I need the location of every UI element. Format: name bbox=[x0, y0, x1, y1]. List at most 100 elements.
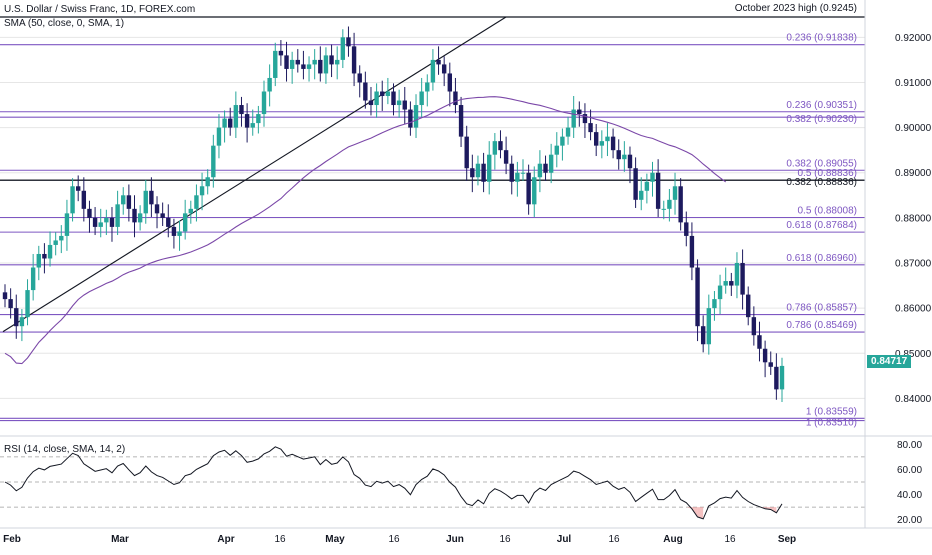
candle-body bbox=[526, 172, 531, 205]
candle-body bbox=[205, 177, 210, 187]
candle-body bbox=[289, 59, 295, 69]
rsi-line bbox=[4, 446, 783, 520]
y-tick-label: 0.90000 bbox=[895, 123, 932, 134]
candle-body bbox=[543, 163, 548, 173]
candle-body bbox=[740, 263, 745, 295]
candle-body bbox=[537, 163, 543, 178]
candle-body bbox=[430, 59, 436, 83]
candle-body bbox=[222, 118, 227, 128]
candle-body bbox=[487, 154, 492, 182]
level-label: 0.236 (0.90351) bbox=[786, 100, 857, 111]
candle-body bbox=[267, 77, 272, 92]
candle-body bbox=[436, 59, 441, 65]
candle-body bbox=[143, 190, 148, 214]
candle-body bbox=[42, 253, 47, 259]
candle-body bbox=[689, 235, 695, 268]
candle-body bbox=[318, 59, 323, 74]
candle-body bbox=[25, 290, 30, 318]
candle-body bbox=[121, 195, 126, 205]
y-tick-label: 0.86000 bbox=[895, 304, 932, 315]
candle-body bbox=[419, 91, 424, 106]
candle-body bbox=[329, 55, 334, 65]
rsi-tick-label: 40.00 bbox=[897, 490, 922, 501]
candle-body bbox=[346, 37, 351, 47]
candle-body bbox=[8, 299, 13, 309]
x-tick-label: 16 bbox=[388, 534, 400, 545]
level-label: 0.786 (0.85857) bbox=[786, 303, 857, 314]
level-label: 0.382 (0.88836) bbox=[786, 177, 857, 188]
candle-body bbox=[256, 114, 261, 124]
rsi-indicator-label[interactable]: RSI (14, close, SMA, 14, 2) bbox=[4, 444, 126, 455]
candle-body bbox=[396, 100, 402, 106]
candle-body bbox=[194, 195, 199, 209]
candle-body bbox=[273, 50, 278, 78]
candle-body bbox=[554, 145, 559, 155]
candle-body bbox=[137, 213, 143, 223]
level-label: 0.5 (0.88008) bbox=[798, 206, 858, 217]
candle-body bbox=[87, 208, 92, 218]
level-label: 0.5 (0.88836) bbox=[798, 168, 858, 179]
candle-body bbox=[762, 348, 768, 363]
candle-body bbox=[734, 263, 740, 286]
candle-body bbox=[154, 204, 160, 214]
candle-body bbox=[627, 154, 633, 169]
level-label: October 2023 high (0.9245) bbox=[735, 3, 857, 14]
x-tick-label: Feb bbox=[3, 534, 21, 545]
y-tick-label: 0.91000 bbox=[895, 78, 932, 89]
y-tick-label: 0.88000 bbox=[895, 213, 932, 224]
candle-body bbox=[334, 59, 340, 65]
candle-body bbox=[599, 141, 605, 146]
candle-body bbox=[104, 217, 109, 223]
x-tick-label: Aug bbox=[663, 534, 682, 545]
candle-body bbox=[374, 91, 379, 106]
candles bbox=[2, 26, 785, 403]
candle-body bbox=[779, 365, 785, 390]
trendline bbox=[2, 16, 507, 333]
candle-body bbox=[171, 226, 177, 236]
candle-body bbox=[464, 136, 469, 169]
candle-body bbox=[126, 195, 132, 209]
x-tick-label: Sep bbox=[778, 534, 796, 545]
candle-body bbox=[470, 168, 475, 178]
rsi-tick-label: 80.00 bbox=[897, 440, 922, 451]
candle-body bbox=[453, 91, 458, 106]
x-tick-label: 16 bbox=[608, 534, 620, 545]
fibonacci-levels: October 2023 high (0.9245) 0.236 (0.91838… bbox=[0, 3, 865, 429]
candle-body bbox=[588, 123, 593, 133]
sma-polyline bbox=[4, 96, 727, 365]
sma-indicator-label[interactable]: SMA (50, close, 0, SMA, 1) bbox=[4, 18, 125, 29]
candle-body bbox=[115, 204, 120, 227]
candle-body bbox=[402, 100, 407, 110]
candle-body bbox=[678, 186, 683, 223]
level-label: 0.618 (0.86960) bbox=[786, 253, 857, 264]
candle-body bbox=[723, 281, 728, 286]
rsi-tick-label: 60.00 bbox=[897, 465, 922, 476]
candle-body bbox=[166, 217, 171, 227]
candle-body bbox=[30, 267, 36, 291]
candle-body bbox=[503, 150, 509, 164]
candle-body bbox=[177, 231, 182, 236]
candle-body bbox=[284, 55, 289, 69]
y-tick-label: 0.89000 bbox=[895, 168, 932, 179]
candle-body bbox=[515, 172, 520, 182]
current-price-tag: 0.84717 bbox=[867, 355, 912, 368]
rsi-oversold-fill bbox=[697, 507, 704, 519]
y-tick-label: 0.92000 bbox=[895, 33, 932, 44]
candle-body bbox=[593, 132, 599, 146]
x-tick-label: 16 bbox=[274, 534, 286, 545]
candle-body bbox=[340, 37, 346, 60]
candle-body bbox=[149, 190, 154, 205]
level-label: 0.236 (0.91838) bbox=[786, 33, 857, 44]
candle-body bbox=[667, 199, 672, 209]
candle-body bbox=[301, 64, 306, 69]
candle-body bbox=[695, 267, 700, 327]
candle-body bbox=[441, 64, 447, 74]
candle-body bbox=[81, 190, 87, 209]
candle-body bbox=[47, 244, 53, 259]
chart-title: U.S. Dollar / Swiss Franc, 1D, FOREX.com bbox=[4, 4, 196, 15]
candle-body bbox=[233, 105, 239, 128]
candle-body bbox=[160, 213, 165, 218]
candle-body bbox=[650, 172, 655, 182]
